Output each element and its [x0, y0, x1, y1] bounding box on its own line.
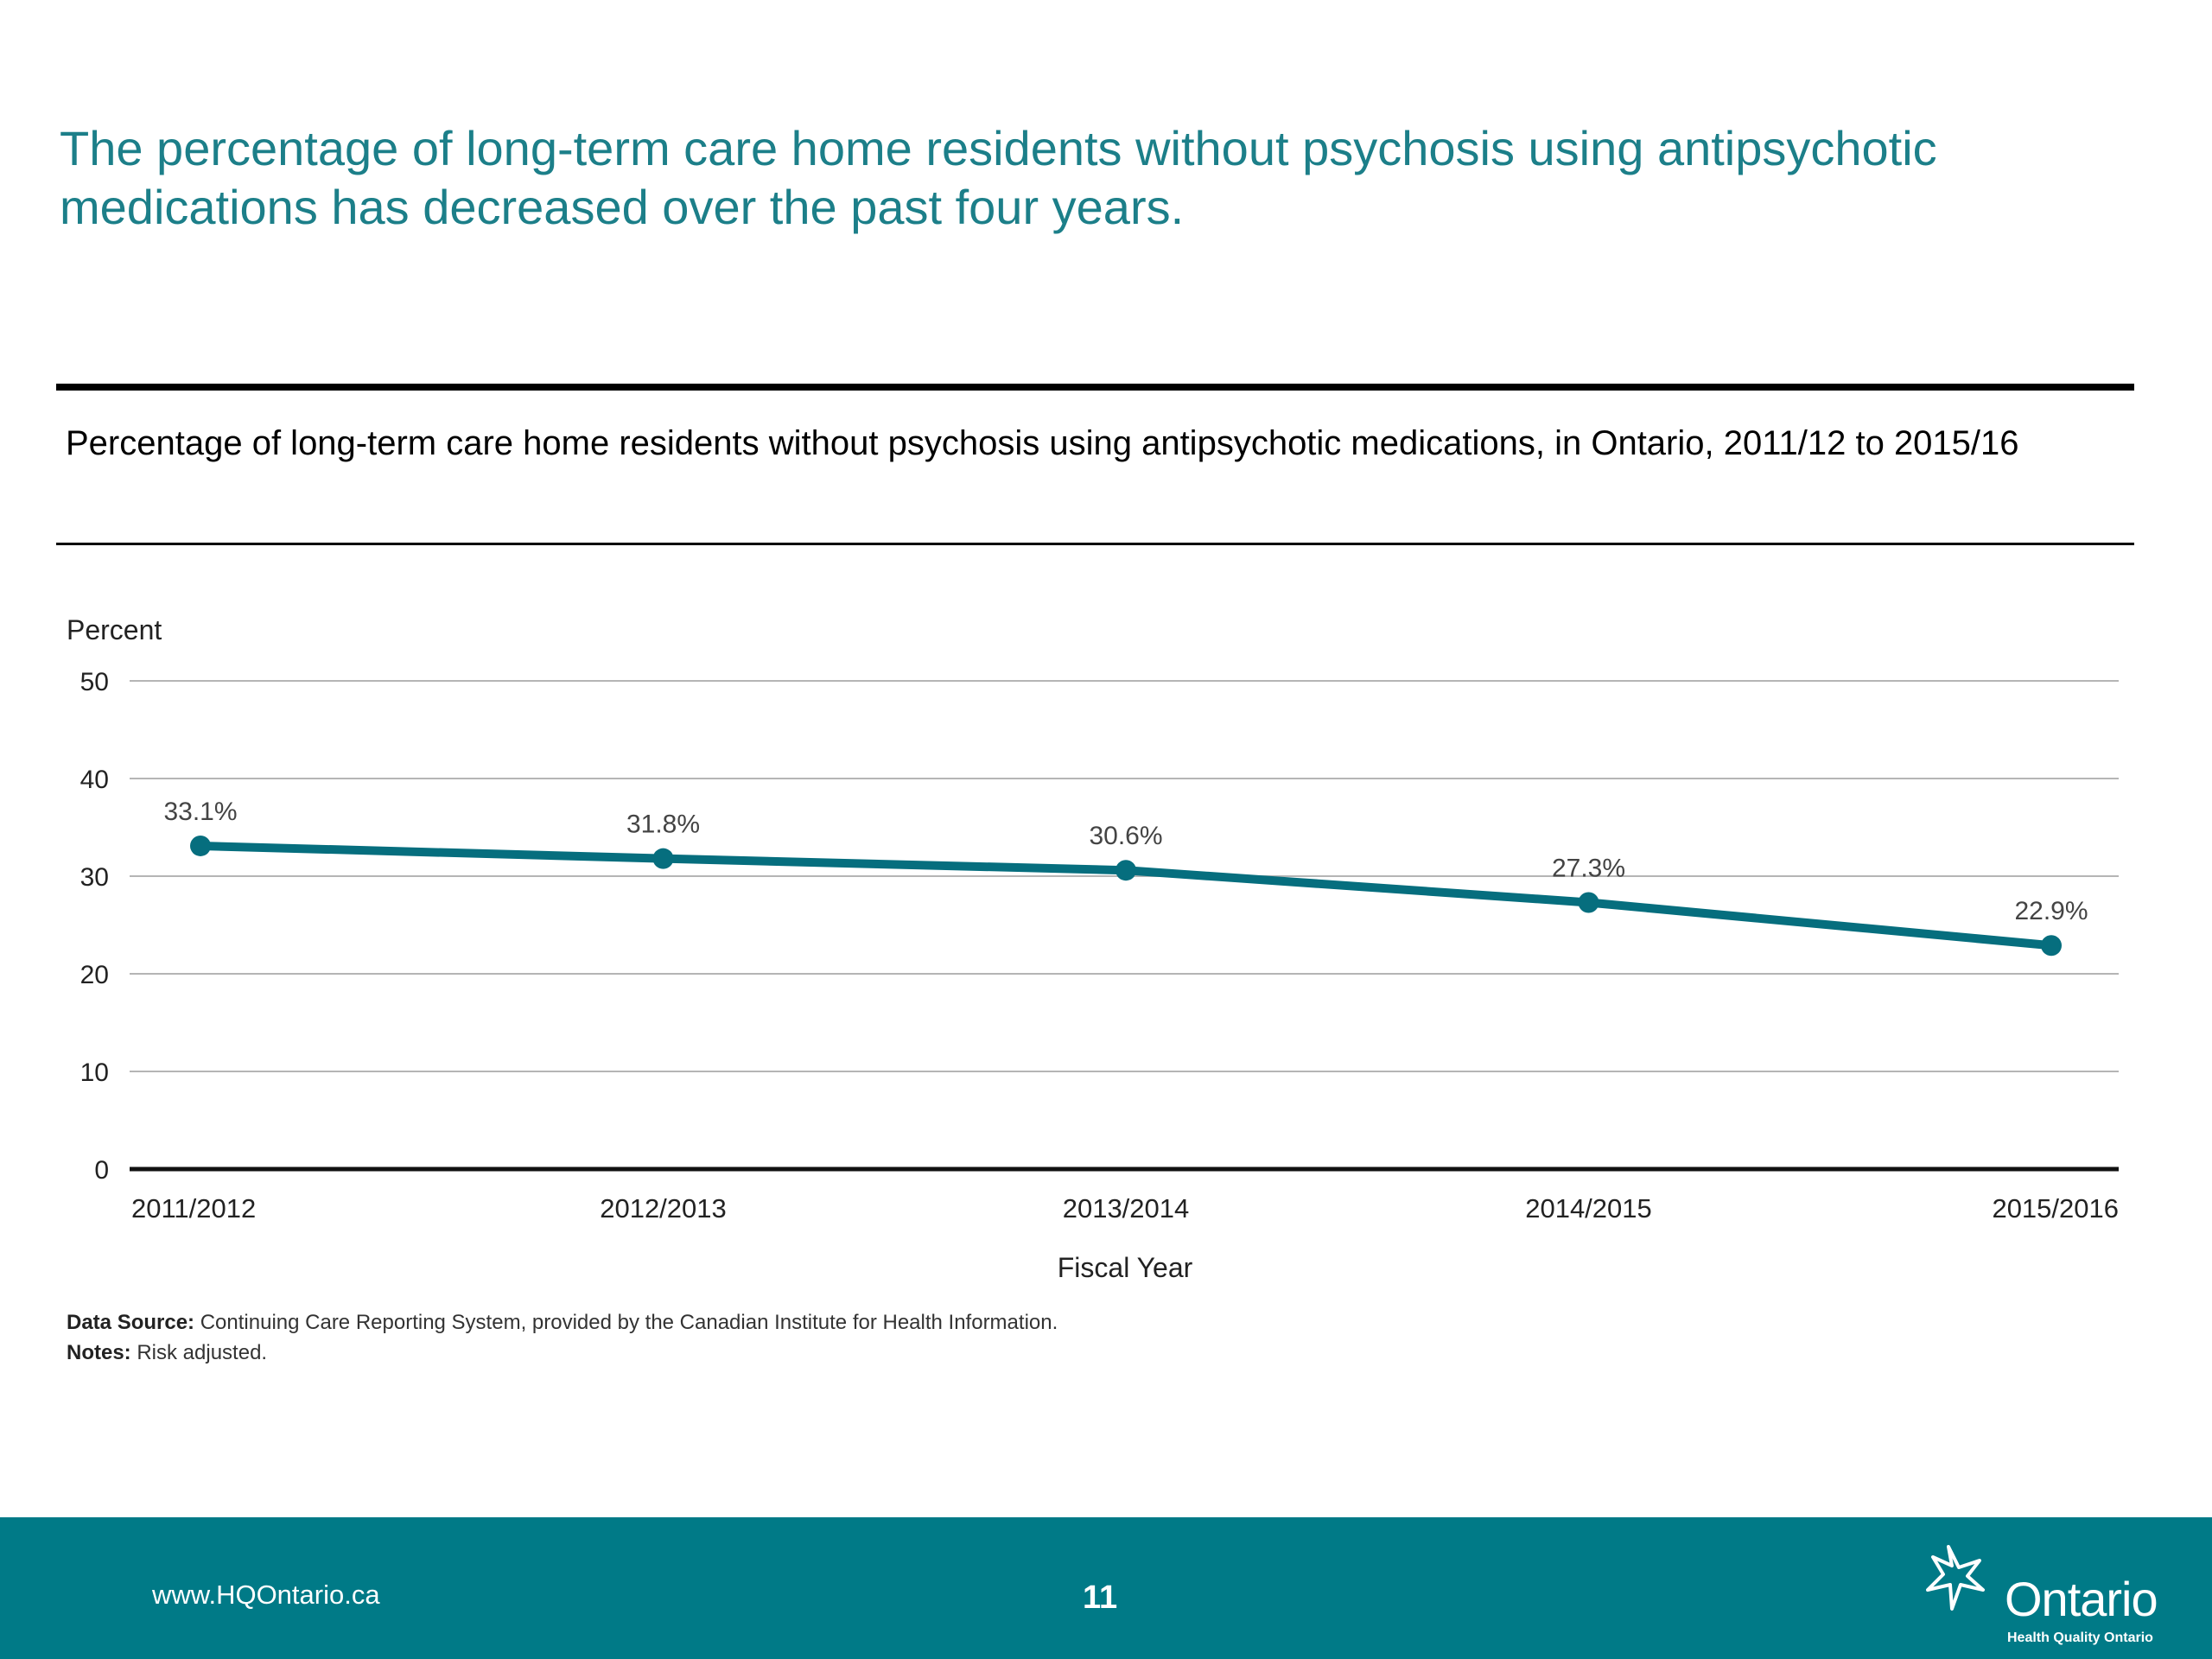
trillium-icon	[1926, 1545, 1985, 1611]
title-rule-thin	[56, 543, 2134, 545]
y-tick-label: 20	[80, 961, 109, 989]
data-source-label: Data Source:	[67, 1311, 195, 1334]
x-axis-title: Fiscal Year	[1058, 1252, 1193, 1283]
y-tick-label: 0	[94, 1156, 109, 1185]
data-label: 22.9%	[2014, 897, 2088, 925]
footer-url-link[interactable]: www.HQOntario.ca	[152, 1580, 380, 1610]
x-tick-label: 2013/2014	[1063, 1193, 1190, 1224]
footer-bar	[0, 1517, 2212, 1659]
y-axis-title: Percent	[67, 614, 162, 645]
page-number: 11	[1083, 1580, 1118, 1616]
x-tick-label: 2011/2012	[131, 1193, 256, 1224]
data-point	[652, 848, 674, 869]
data-label: 27.3%	[1552, 855, 1625, 883]
y-tick-label: 50	[80, 668, 109, 696]
data-label: 31.8%	[626, 810, 700, 839]
slide-headline: The percentage of long-term care home re…	[60, 121, 1937, 234]
data-point	[190, 835, 211, 856]
y-tick-label: 30	[80, 863, 109, 892]
data-point	[2041, 935, 2062, 957]
y-tick-label: 10	[80, 1058, 109, 1087]
data-point	[1578, 892, 1599, 913]
x-tick-label: 2015/2016	[1992, 1193, 2119, 1224]
chart-notes: Data Source: Continuing Care Reporting S…	[67, 1307, 1058, 1368]
chart-title: Percentage of long-term care home reside…	[66, 424, 2019, 462]
data-source-note: Data Source: Continuing Care Reporting S…	[67, 1307, 1058, 1338]
logo-subtitle: Health Quality Ontario	[2007, 1630, 2153, 1645]
notes-label: Notes:	[67, 1341, 131, 1364]
data-source-text: Continuing Care Reporting System, provid…	[194, 1311, 1058, 1334]
title-rule-thick	[56, 384, 2134, 391]
notes-text: Risk adjusted.	[130, 1341, 268, 1364]
data-point	[1116, 860, 1136, 881]
ontario-logo: Ontario Health Quality Ontario	[1923, 1535, 2164, 1647]
x-tick-label: 2014/2015	[1525, 1193, 1652, 1224]
y-tick-label: 40	[80, 766, 109, 794]
x-tick-label: 2012/2013	[600, 1193, 727, 1224]
logo-wordmark: Ontario	[2005, 1572, 2158, 1626]
data-label: 30.6%	[1089, 822, 1162, 850]
notes-line: Notes: Risk adjusted.	[67, 1338, 1058, 1368]
data-label: 33.1%	[163, 798, 237, 826]
series-line	[196, 841, 2056, 950]
